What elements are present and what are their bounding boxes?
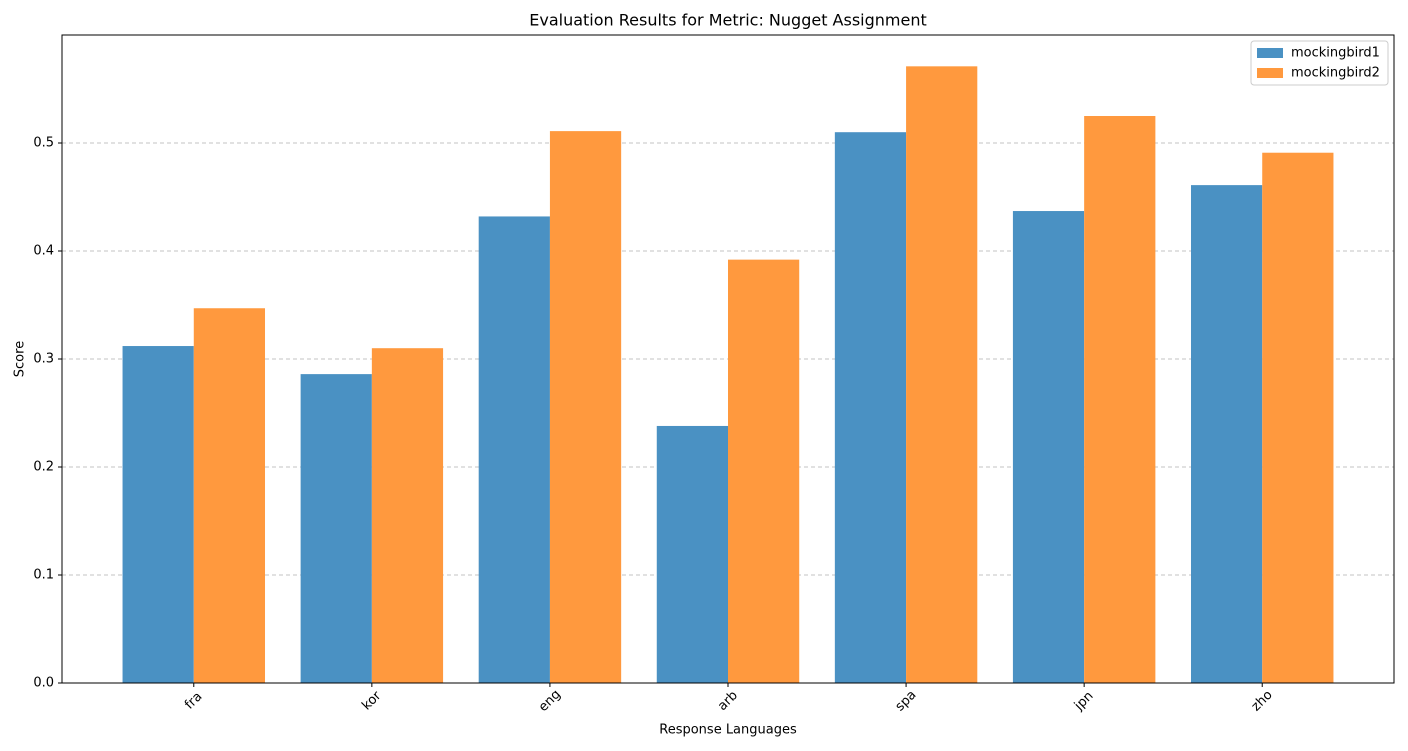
bar — [906, 66, 978, 683]
legend-swatch — [1257, 68, 1283, 78]
x-tick-label: arb — [715, 688, 741, 714]
bar — [549, 131, 622, 683]
y-tick-label: 0.4 — [33, 244, 54, 259]
plot-frame — [61, 34, 1395, 684]
y-tick-label: 0.1 — [33, 568, 54, 583]
bar — [656, 425, 728, 683]
legend-label: mockingbird2 — [1291, 66, 1380, 81]
bar — [1262, 152, 1334, 684]
bar — [193, 308, 266, 683]
bar — [1084, 116, 1156, 683]
y-tick-label: 0.5 — [33, 136, 54, 151]
y-tick-label: 0.0 — [33, 676, 54, 691]
legend-label: mockingbird1 — [1291, 46, 1380, 61]
bar — [834, 132, 907, 683]
chart-title: Evaluation Results for Metric: Nugget As… — [529, 11, 927, 30]
bar — [478, 216, 550, 683]
x-tick-label: kor — [359, 688, 384, 713]
bar — [122, 346, 194, 683]
bar — [300, 374, 372, 683]
x-tick-label: spa — [893, 688, 920, 715]
bar — [1190, 185, 1263, 683]
bar — [728, 259, 800, 683]
y-tick-label: 0.2 — [33, 460, 54, 475]
x-tick-label: eng — [536, 687, 564, 715]
bar — [371, 348, 444, 683]
legend-box — [1250, 40, 1389, 86]
y-tick-label: 0.3 — [33, 352, 54, 367]
bar — [1012, 211, 1085, 684]
x-tick-label: zho — [1249, 688, 1276, 715]
x-tick-label: jpn — [1071, 689, 1097, 715]
y-axis-label: Score — [13, 341, 28, 377]
x-axis-label: Response Languages — [659, 723, 797, 738]
x-tick-label: fra — [182, 689, 205, 712]
legend-swatch — [1257, 48, 1283, 58]
